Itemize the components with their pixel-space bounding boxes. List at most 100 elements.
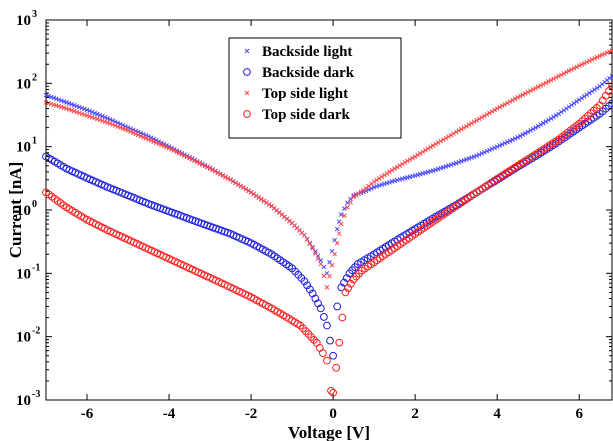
data-point — [356, 191, 361, 196]
y-tick-base: 10 — [16, 76, 31, 92]
data-point — [569, 67, 574, 72]
data-point — [405, 158, 410, 164]
data-point — [456, 159, 462, 165]
data-point — [215, 170, 221, 176]
data-point — [446, 163, 451, 169]
data-point — [264, 200, 269, 206]
data-point — [158, 142, 164, 148]
data-point — [74, 103, 80, 109]
data-point — [561, 71, 567, 76]
data-point — [76, 104, 82, 110]
data-point — [456, 128, 462, 133]
data-point — [326, 336, 334, 345]
data-point — [266, 202, 272, 207]
data-point — [376, 176, 382, 181]
data-point — [440, 164, 446, 170]
legend-marker — [244, 90, 250, 96]
data-point — [323, 321, 331, 330]
data-point — [97, 112, 103, 118]
x-tick-label: -2 — [245, 406, 258, 422]
data-point — [192, 158, 198, 164]
data-point — [123, 127, 128, 132]
data-point — [469, 120, 474, 126]
data-point — [571, 65, 577, 71]
data-point — [228, 177, 233, 183]
data-point — [141, 134, 146, 140]
data-point — [166, 145, 172, 151]
data-point — [556, 111, 562, 117]
data-point — [130, 130, 136, 136]
data-point — [205, 164, 210, 170]
data-point — [310, 245, 315, 251]
data-point — [200, 162, 205, 168]
data-point — [125, 128, 131, 133]
data-point — [66, 107, 72, 112]
data-point — [319, 313, 328, 321]
data-point — [256, 195, 262, 200]
data-point — [533, 85, 538, 91]
data-point — [102, 114, 108, 120]
data-point — [258, 196, 264, 202]
data-point — [138, 133, 144, 139]
data-point — [466, 156, 472, 161]
data-point — [315, 256, 321, 262]
y-tick-exponent: 3 — [32, 9, 37, 20]
data-point — [502, 140, 508, 146]
x-tick-label: 0 — [329, 406, 337, 422]
data-point — [71, 102, 77, 108]
data-point — [97, 117, 103, 123]
legend-item: Top side light — [244, 86, 348, 102]
data-point — [176, 150, 182, 156]
data-point — [571, 100, 577, 106]
data-point — [79, 105, 85, 111]
data-point — [307, 241, 313, 247]
data-point — [551, 114, 556, 120]
data-point — [566, 104, 572, 110]
data-point — [59, 98, 64, 103]
data-point — [476, 152, 482, 157]
y-tick-label: 10 0 — [16, 199, 37, 219]
data-point — [182, 153, 187, 158]
data-point — [410, 155, 415, 161]
data-point — [307, 240, 313, 246]
data-point — [84, 107, 90, 113]
data-point — [584, 59, 590, 65]
data-point — [146, 137, 151, 142]
data-point — [384, 171, 390, 176]
data-point — [318, 349, 327, 358]
data-point — [74, 109, 80, 115]
data-point — [528, 128, 533, 133]
legend-label: Top side light — [262, 86, 348, 102]
data-point — [481, 113, 487, 119]
data-point — [599, 52, 605, 58]
legend-marker — [243, 110, 251, 118]
data-point — [566, 68, 572, 74]
data-point — [492, 107, 497, 113]
data-point — [471, 154, 477, 159]
x-tick-label: -6 — [81, 406, 94, 422]
y-tick-exponent: 2 — [32, 72, 37, 83]
data-point — [576, 97, 582, 103]
data-point — [251, 191, 256, 197]
data-point — [169, 146, 174, 152]
data-point — [499, 141, 505, 147]
data-point — [79, 111, 85, 117]
data-point — [69, 107, 74, 113]
data-point — [487, 110, 492, 116]
data-point — [371, 179, 377, 185]
data-point — [71, 108, 77, 114]
data-point — [94, 116, 100, 122]
data-point — [451, 161, 456, 167]
data-point — [530, 87, 536, 92]
data-point — [592, 87, 597, 92]
data-point — [407, 157, 413, 162]
y-tick-label: 10 -2 — [16, 326, 40, 346]
data-point — [302, 232, 307, 238]
data-point — [230, 178, 236, 184]
data-point — [564, 106, 569, 111]
data-point — [453, 129, 459, 135]
data-point — [530, 126, 536, 132]
data-point — [489, 109, 495, 114]
data-point — [374, 177, 380, 183]
data-point — [609, 48, 613, 53]
